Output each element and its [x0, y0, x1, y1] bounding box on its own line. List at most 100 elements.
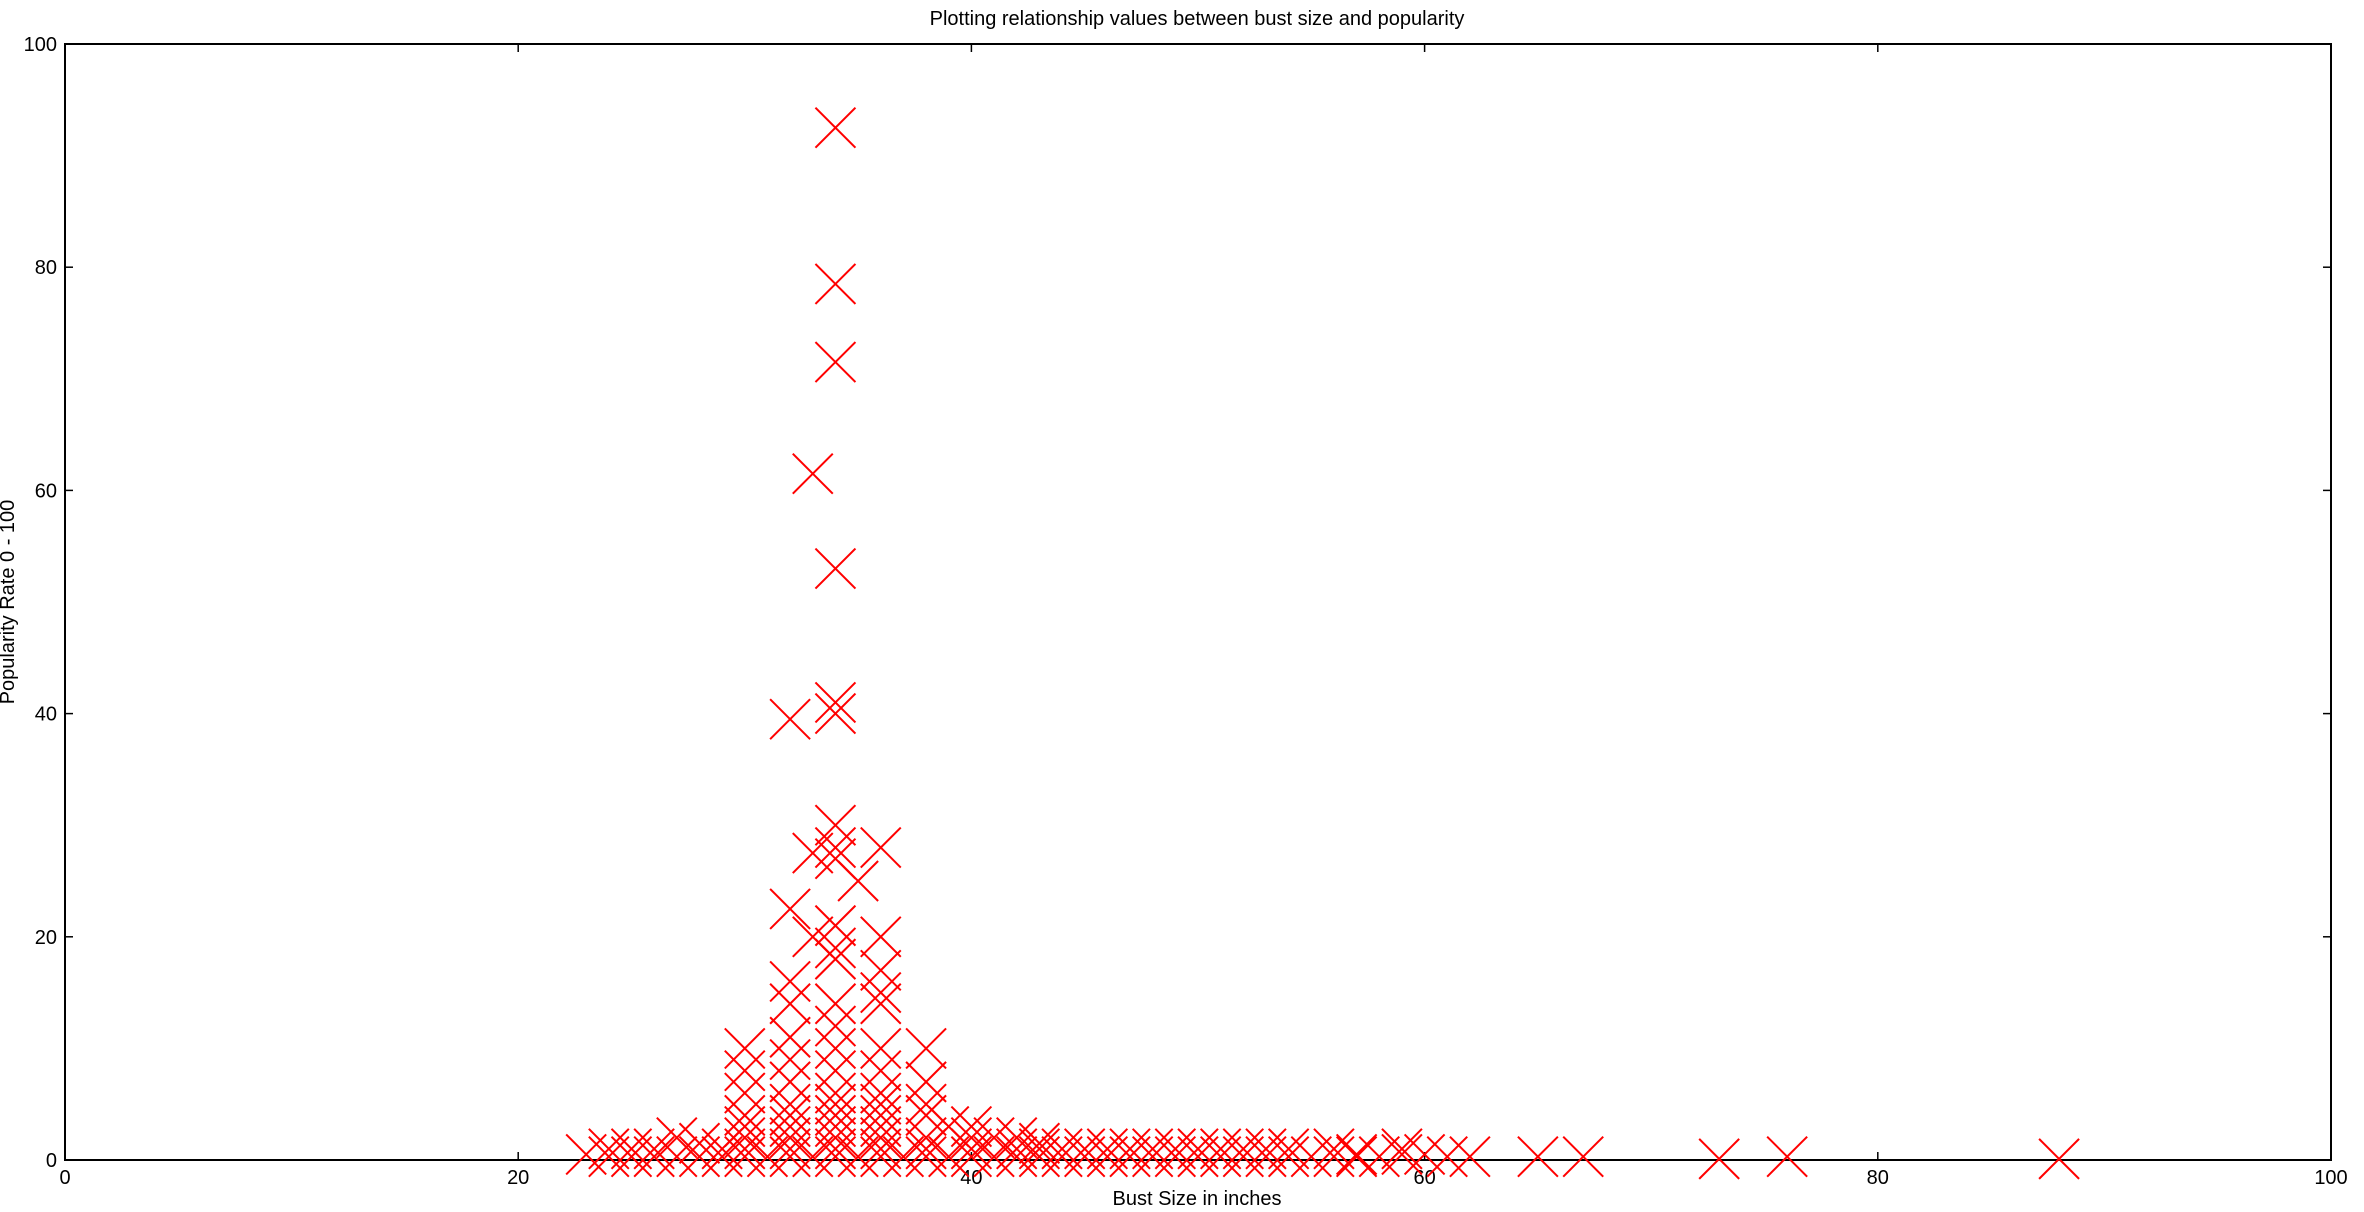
data-point	[996, 1135, 1038, 1178]
data-point	[1449, 1135, 1491, 1178]
data-point	[1517, 1135, 1559, 1178]
data-point	[905, 1094, 947, 1137]
y-tick-label: 40	[35, 704, 57, 726]
y-tick-label: 80	[35, 257, 57, 279]
data-point	[656, 1116, 698, 1159]
data-point	[814, 826, 857, 869]
data-point	[814, 547, 857, 590]
data-point	[1290, 1135, 1333, 1178]
data-point	[769, 983, 811, 1025]
data-point	[746, 1135, 789, 1178]
data-point	[769, 1135, 811, 1178]
data-point	[837, 860, 879, 902]
data-point	[1313, 1135, 1355, 1178]
data-point	[905, 1061, 947, 1103]
data-point	[814, 1005, 857, 1047]
data-point	[1698, 1138, 1740, 1180]
data-point	[814, 904, 857, 947]
data-point	[860, 1135, 902, 1178]
data-point	[814, 1027, 857, 1070]
data-point	[837, 1135, 879, 1178]
data-point	[769, 960, 811, 1003]
data-point	[565, 1133, 607, 1176]
data-point	[860, 949, 902, 991]
data-point	[1313, 1128, 1355, 1170]
data-point	[973, 1116, 1015, 1159]
chart-title: Plotting relationship values between bus…	[930, 8, 1465, 30]
x-tick-label: 80	[1867, 1167, 1889, 1189]
data-point	[814, 1116, 857, 1159]
data-point	[792, 1135, 834, 1178]
data-point	[1109, 1128, 1151, 1170]
axis-ticks	[64, 43, 2332, 1161]
data-point	[724, 1116, 766, 1159]
data-point	[814, 927, 857, 969]
data-point	[814, 804, 857, 846]
data-point	[610, 1128, 653, 1170]
data-point	[769, 1105, 811, 1148]
data-point	[1018, 1122, 1061, 1164]
y-tick-label: 100	[24, 34, 57, 56]
data-point	[860, 1072, 902, 1114]
data-point	[1222, 1135, 1265, 1178]
data-point	[1335, 1135, 1378, 1178]
data-point	[814, 681, 857, 724]
y-axis-label: Popularity Rate 0 - 100	[0, 500, 19, 705]
data-point	[678, 1122, 721, 1164]
data-point	[792, 832, 834, 874]
data-point	[1109, 1135, 1151, 1178]
data-point	[792, 452, 834, 495]
data-point	[950, 1135, 993, 1178]
data-point	[1381, 1133, 1423, 1176]
data-point	[814, 1105, 857, 1148]
data-point	[633, 1135, 675, 1178]
data-point	[814, 983, 857, 1025]
data-point	[1245, 1135, 1287, 1178]
data-point	[2038, 1138, 2080, 1180]
data-point	[769, 1061, 811, 1103]
x-tick-label: 0	[59, 1167, 70, 1189]
data-point	[814, 1128, 857, 1170]
data-point	[860, 1027, 902, 1070]
data-point	[905, 1135, 947, 1178]
data-point	[724, 1128, 766, 1170]
data-point	[1199, 1128, 1242, 1170]
data-point	[769, 888, 811, 930]
data-point	[1245, 1128, 1287, 1170]
data-point	[1041, 1135, 1083, 1178]
data-point	[950, 1116, 993, 1159]
data-point	[860, 1128, 902, 1170]
data-point	[860, 1116, 902, 1159]
data-point	[1131, 1128, 1174, 1170]
data-point	[1562, 1135, 1604, 1178]
data-point	[1154, 1135, 1197, 1178]
data-point	[769, 1016, 811, 1058]
data-point	[905, 1027, 947, 1070]
data-point	[1222, 1128, 1265, 1170]
plot-area	[64, 43, 2332, 1161]
y-tick-label: 60	[35, 480, 57, 502]
data-point	[996, 1116, 1038, 1159]
data-point	[1177, 1128, 1219, 1170]
data-point	[860, 916, 902, 958]
data-point	[1063, 1128, 1106, 1170]
data-point	[814, 1072, 857, 1114]
data-point	[1358, 1135, 1400, 1178]
data-markers	[565, 106, 2080, 1180]
data-point	[633, 1128, 675, 1170]
data-point	[1267, 1128, 1310, 1170]
data-point	[1086, 1128, 1129, 1170]
data-point	[814, 263, 857, 305]
data-point	[950, 1105, 993, 1148]
data-point	[814, 341, 857, 383]
data-point	[769, 1038, 811, 1081]
data-point	[1154, 1128, 1197, 1170]
data-point	[814, 1083, 857, 1125]
data-point	[769, 1116, 811, 1159]
data-point	[769, 1083, 811, 1125]
y-tick-label: 20	[35, 927, 57, 949]
data-point	[814, 1050, 857, 1092]
data-point	[882, 1135, 925, 1178]
data-point	[724, 1050, 766, 1092]
